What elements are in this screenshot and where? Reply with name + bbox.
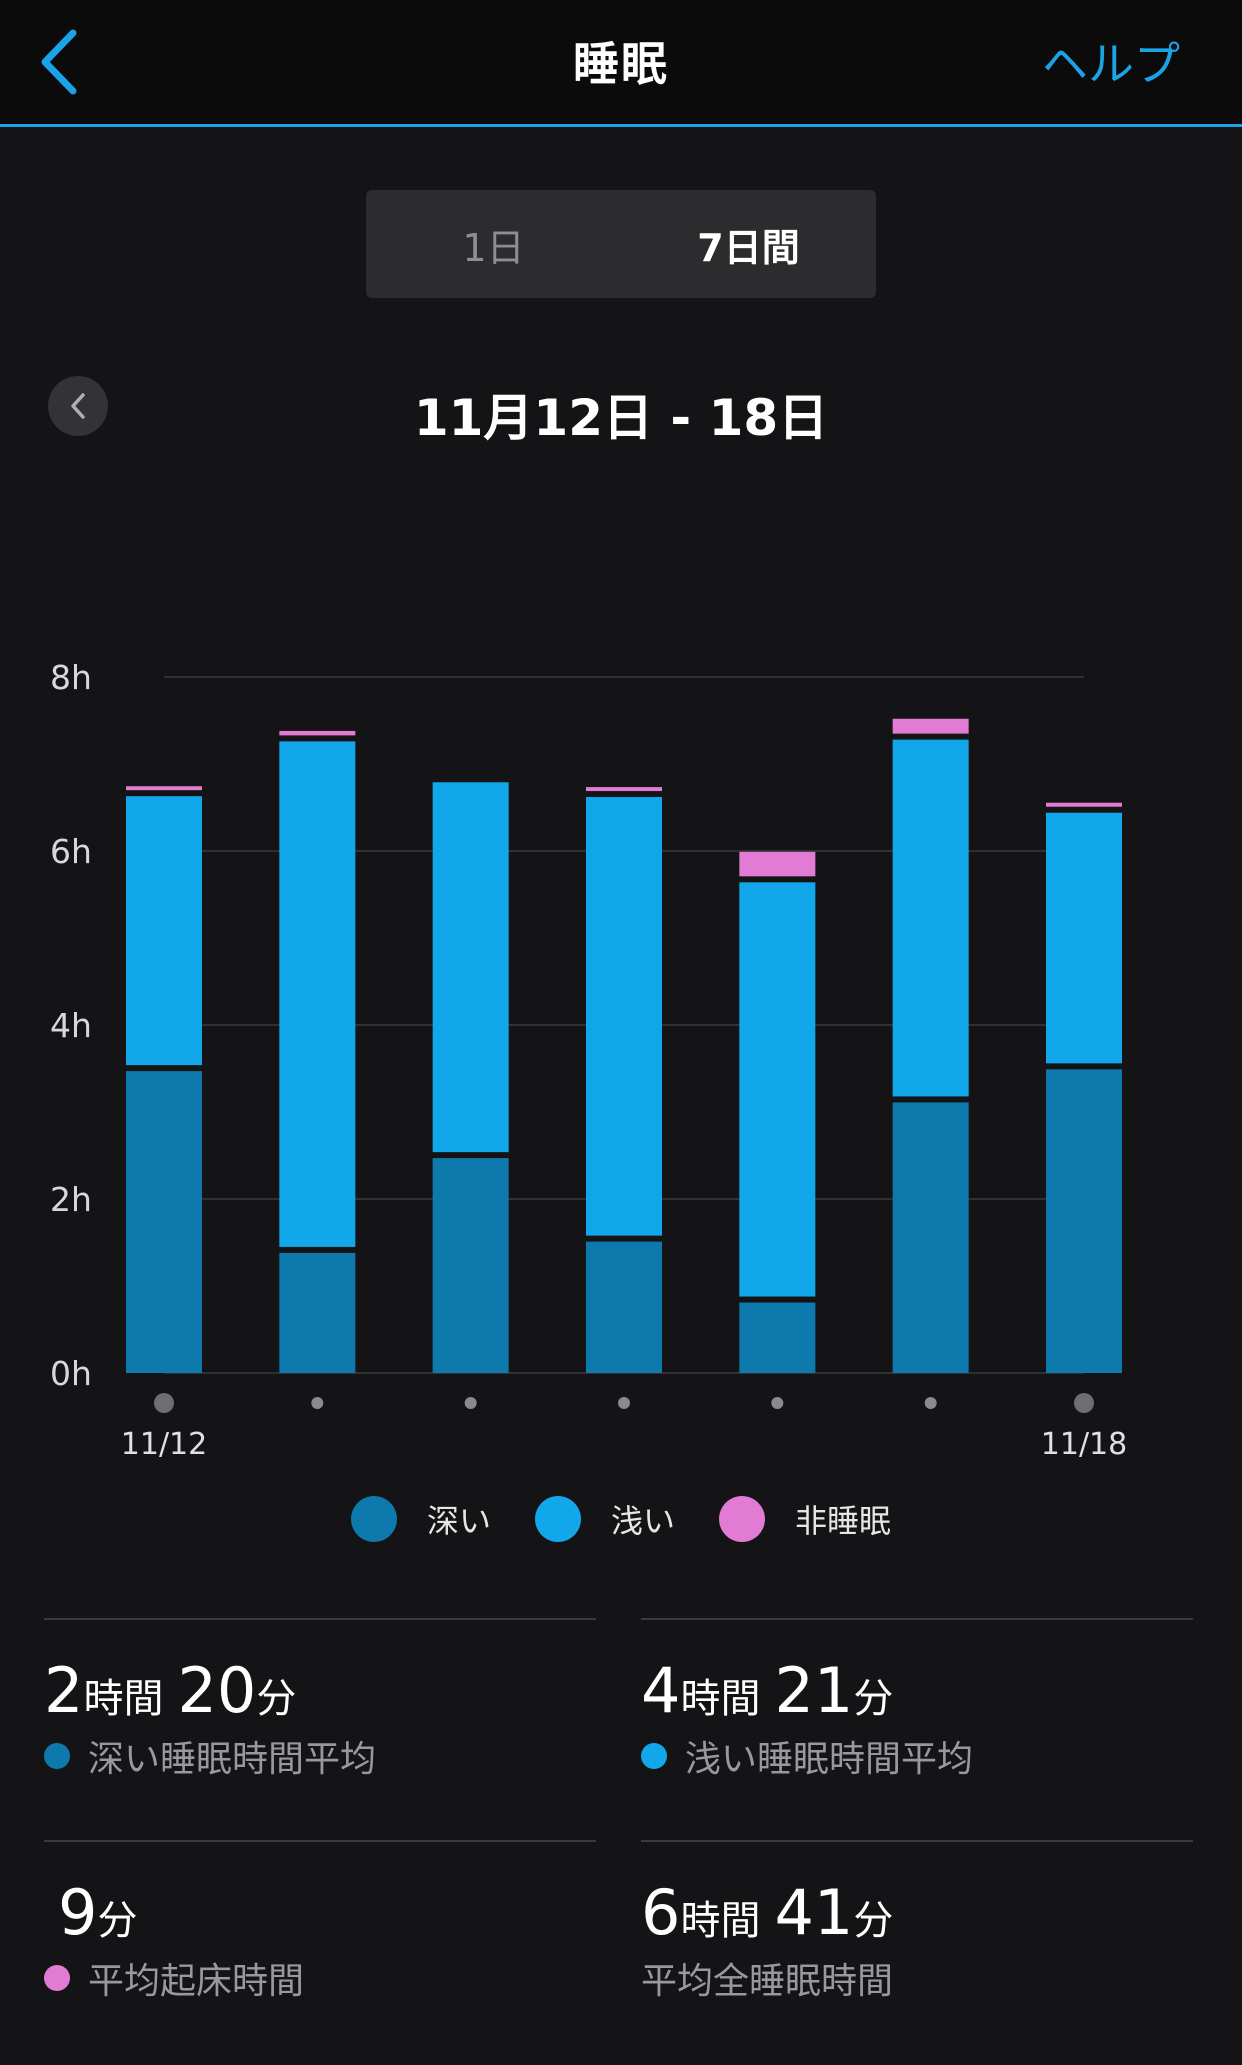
bar-segment-light [892,739,969,1097]
stat-minutes: 21 [774,1654,854,1727]
x-tick-label: 11/12 [121,1427,207,1462]
bar-segment-awake [892,718,969,734]
bar-segment-deep [1046,1069,1122,1373]
legend-item-deep: 深い [350,1496,491,1542]
x-tick-dot [154,1393,174,1413]
bar-segment-awake [739,851,816,877]
stat-label: 浅い睡眠時間平均 [641,1730,973,1782]
chevron-left-icon [41,29,77,95]
bar-segment-deep [892,1102,969,1373]
legend-label: 深い [426,1502,491,1540]
stat-hours: 4 [641,1654,681,1727]
stat-color-dot [44,1743,70,1769]
bar-segment-deep [586,1241,662,1373]
stat-label-text: 平均起床時間 [88,1961,305,2002]
x-tick-dot [1074,1393,1094,1413]
stat-minutes: 41 [774,1876,854,1949]
x-tick-dot [618,1397,630,1409]
stat-label: 平均起床時間 [44,1952,304,2004]
legend-item-awake: 非睡眠 [719,1496,891,1542]
x-tick-dot [924,1397,937,1409]
bar-segment-deep [432,1158,509,1373]
stat-value: 6時間 41分 [641,1876,907,1949]
stat-minutes: 9 [58,1876,98,1949]
sleep-stacked-bar-chart: 0h 2h 4h 6h 8h 11/12 11/18 [50,658,1127,1462]
stat-label: 深い睡眠時間平均 [44,1730,376,1782]
segment-7-days[interactable]: 7日間 [697,225,800,270]
legend-swatch-light [534,1496,581,1542]
page-title: 睡眠 [573,37,669,91]
bar-segment-light [739,882,816,1297]
stat-color-dot [44,1965,70,1991]
stat-minutes-unit: 分 [853,1676,894,1722]
period-segmented-control: 1日 7日間 [366,190,876,298]
x-tick-dot [771,1397,784,1409]
bar-segment-awake [1046,802,1122,807]
nav-bar: 睡眠 ヘルプ [0,0,1242,127]
bar-segment-awake [586,787,662,792]
bar-segment-light [586,797,662,1236]
legend-item-light: 浅い [534,1496,675,1542]
stat-value: 2時間 20分 [44,1654,310,1727]
stat-minutes-unit: 分 [97,1898,138,1944]
stat-label-text: 深い睡眠時間平均 [88,1739,377,1780]
stat-value: 9分 [58,1876,151,1949]
bar-segment-light [126,796,202,1066]
previous-period-button[interactable] [48,376,108,436]
y-tick-label: 2h [50,1180,92,1219]
x-tick-label: 11/18 [1041,1427,1127,1462]
y-tick-label: 6h [50,832,92,871]
stat-average-total-sleep: 6時間 41分 平均全睡眠時間 [641,1840,1193,2002]
stat-hours-unit: 時間 [680,1676,761,1722]
x-tick-dot [311,1397,324,1409]
legend-swatch-deep [350,1496,397,1542]
stat-label-text: 浅い睡眠時間平均 [685,1739,974,1780]
bar-segment-light [432,782,509,1153]
y-tick-label: 8h [50,658,92,697]
chart-legend: 深い 浅い 非睡眠 [0,1496,1242,1542]
help-link[interactable]: ヘルプ [1042,37,1180,91]
stat-hours-unit: 時間 [680,1898,761,1944]
stat-minutes: 20 [177,1654,257,1727]
y-tick-label: 0h [50,1354,92,1393]
stat-value: 4時間 21分 [641,1654,907,1727]
stat-minutes-unit: 分 [853,1898,894,1944]
stat-label: 平均全睡眠時間 [641,1952,893,2004]
back-button[interactable] [24,22,94,102]
y-tick-label: 4h [50,1006,92,1045]
stat-hours: 2 [44,1654,84,1727]
bar-segment-awake [279,730,356,736]
bar-segment-deep [126,1071,202,1373]
date-range-label: 11月12日 - 18日 [413,389,829,447]
bar-segment-light [279,741,356,1247]
bar-segment-deep [279,1252,356,1373]
stat-hours-unit: 時間 [83,1676,164,1722]
legend-label: 浅い [610,1502,675,1540]
stat-deep-sleep-average: 2時間 20分 深い睡眠時間平均 [44,1618,596,1780]
stat-minutes-unit: 分 [256,1676,297,1722]
stat-light-sleep-average: 4時間 21分 浅い睡眠時間平均 [641,1618,1193,1780]
stat-average-awake-time: 9分 平均起床時間 [44,1840,596,2002]
stat-label-text: 平均全睡眠時間 [641,1961,894,2002]
bar-segment-light [1046,812,1122,1064]
bar-segment-deep [739,1302,816,1373]
segment-1-day[interactable]: 1日 [462,225,525,270]
bar-segment-awake [126,786,202,791]
legend-label: 非睡眠 [795,1502,892,1540]
chevron-left-icon [71,393,85,419]
x-tick-dot [464,1397,477,1409]
stat-hours: 6 [641,1876,681,1949]
stat-color-dot [641,1743,667,1769]
legend-swatch-awake [719,1496,765,1542]
